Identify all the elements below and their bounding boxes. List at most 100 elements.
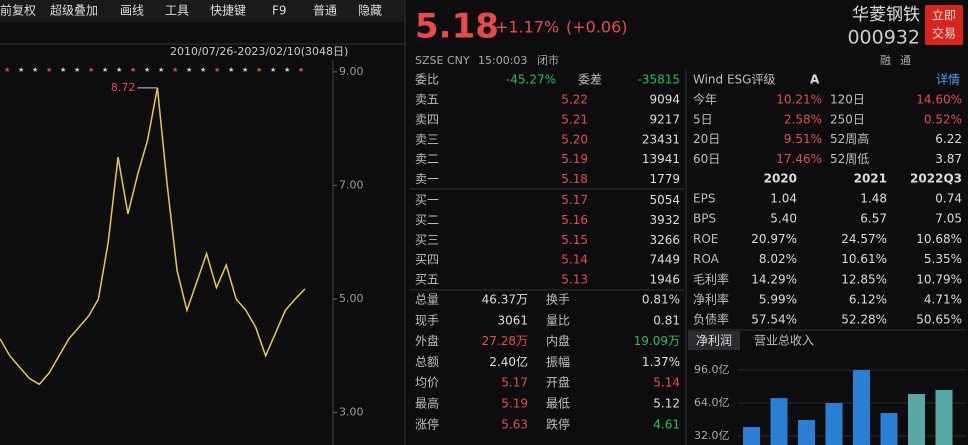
y-tick-label: 7.00 [339, 178, 364, 191]
book-volume: 13941 [642, 152, 680, 166]
link[interactable]: 详情 [936, 72, 960, 87]
book-price: 5.17 [561, 193, 588, 207]
fin-value: 57.54% [751, 313, 797, 327]
fin-label: 毛利率 [693, 271, 729, 286]
event-marker: ★ [74, 66, 80, 74]
book-level: 买五 [415, 273, 439, 287]
event-marker: ★ [284, 66, 290, 74]
event-marker: ★ [32, 66, 38, 74]
label: 量比 [546, 313, 570, 327]
fin-label: 净利率 [693, 292, 729, 307]
stat-value: 3061 [497, 313, 528, 327]
book-price: 5.15 [561, 233, 588, 247]
label: 60日 [693, 152, 720, 166]
label: 52周低 [830, 152, 869, 166]
column-header: 2022Q3 [910, 172, 962, 186]
y-tick-label: 9.00 [339, 65, 364, 78]
stat-value: 0.81% [642, 293, 680, 307]
book-volume: 23431 [642, 132, 680, 146]
event-marker: ★ [270, 66, 276, 74]
event-marker: ★ [172, 66, 178, 74]
event-marker: ★ [144, 66, 150, 74]
book-volume: 9094 [649, 93, 680, 107]
toolbar-button[interactable]: F9 [272, 4, 287, 18]
badge: 通 [900, 54, 911, 67]
toolbar-button[interactable]: 工具 [165, 4, 189, 18]
peak-label: 8.72 [111, 81, 136, 94]
label: 最低 [546, 397, 570, 411]
fin-value: 12.85% [841, 272, 887, 286]
y-tick-label: 5.00 [339, 292, 364, 305]
fin-label: EPS [693, 192, 715, 206]
label: 委比 [415, 73, 439, 87]
label: 振幅 [546, 354, 570, 369]
label: Wind ESG评级 [693, 73, 775, 87]
trade-button-label[interactable]: 立即 [932, 8, 956, 23]
label: 总额 [415, 355, 439, 369]
book-level: 买一 [415, 193, 439, 207]
stat-value: 27.28万 [482, 334, 528, 348]
label: 2.58% [784, 112, 822, 126]
fin-label: 负债率 [693, 312, 729, 327]
fin-label: BPS [693, 212, 716, 226]
fin-value: 10.68% [916, 232, 962, 246]
meta: SZSE [415, 54, 444, 67]
book-volume: 3932 [649, 213, 680, 227]
event-marker: ★ [102, 66, 108, 74]
book-level: 卖四 [415, 112, 439, 126]
toolbar-button[interactable]: 普通 [313, 4, 337, 18]
label: 跌停 [546, 416, 570, 431]
y-tick-label: 96.0亿 [694, 363, 730, 376]
stock-code: 000932 [847, 27, 920, 49]
change-pct: +1.17% [495, 18, 559, 37]
fin-value: 50.65% [916, 313, 962, 327]
label: -35815 [637, 73, 680, 87]
toolbar-button[interactable]: 前复权 [0, 3, 36, 18]
label: 外盘 [415, 333, 439, 348]
toolbar-button[interactable]: 超级叠加 [50, 3, 98, 18]
event-marker: ★ [228, 66, 234, 74]
trade-button[interactable] [925, 5, 963, 45]
book-volume: 1946 [649, 273, 680, 287]
fin-value: 10.61% [841, 252, 887, 266]
label: 现手 [415, 313, 439, 327]
fin-value: 4.71% [924, 293, 962, 307]
tab[interactable]: 营业总收入 [754, 334, 814, 348]
stat-value: 5.63 [501, 417, 528, 431]
stat-value: 5.17 [501, 376, 528, 390]
tab-bg[interactable] [688, 331, 740, 350]
event-marker: ★ [60, 66, 66, 74]
tab[interactable]: 净利润 [696, 334, 732, 348]
trade-button-label[interactable]: 交易 [932, 26, 956, 41]
fin-value: 20.97% [751, 232, 797, 246]
toolbar-button[interactable]: 画线 [120, 4, 144, 18]
fin-value: 6.57 [860, 212, 887, 226]
label: 最高 [415, 396, 439, 411]
fin-label: ROA [693, 252, 720, 266]
book-volume: 3266 [649, 233, 680, 247]
toolbar-button[interactable]: 隐藏 [358, 4, 382, 18]
change-abs: (+0.06) [566, 18, 628, 37]
bar [770, 398, 788, 445]
meta: 15:00:03 [478, 54, 527, 67]
fin-value: 10.79% [916, 272, 962, 286]
label: 内盘 [546, 333, 570, 348]
book-price: 5.14 [561, 253, 588, 267]
y-tick-label: 32.0亿 [694, 429, 730, 442]
label: 0.52% [924, 112, 962, 126]
label: 20日 [693, 132, 720, 146]
label: 涨停 [415, 416, 439, 431]
stat-value: 2.40亿 [489, 354, 528, 369]
fin-value: 8.02% [759, 252, 797, 266]
label: 9.51% [784, 132, 822, 146]
label: A [810, 73, 820, 87]
toolbar-button[interactable]: 快捷键 [210, 4, 246, 18]
book-price: 5.13 [561, 273, 588, 287]
event-marker: ★ [4, 66, 10, 74]
stat-value: 19.09万 [634, 334, 680, 348]
event-marker: ★ [130, 66, 136, 74]
label: 250日 [830, 112, 865, 126]
book-level: 卖一 [415, 172, 439, 186]
y-tick-label: 64.0亿 [694, 396, 730, 409]
